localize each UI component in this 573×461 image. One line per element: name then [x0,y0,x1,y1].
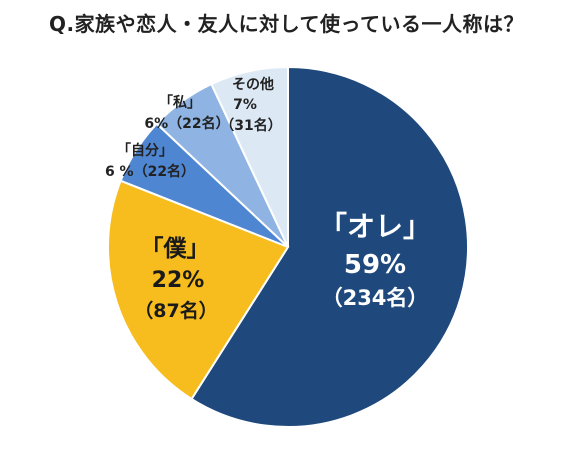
slice-label-watashi: 「私」 [159,94,201,111]
pie-slice-ore [190,65,469,428]
slice-percent-watashi: 6%（22名） [144,115,229,132]
slice-label-ore: 「オレ」 [319,210,431,243]
pie-slice-boku [107,179,290,401]
slice-label-jibun: 「自分」 [117,142,173,159]
pie-slice-other [210,65,289,248]
slice-label-other: その他 [232,76,274,93]
chart-title: Q.家族や恋人・友人に対して使っている一人称は？ [49,12,524,36]
slice-percent-boku: 22% [152,268,205,293]
slice-count-boku: （87名） [134,299,217,322]
slice-label-boku: 「僕」 [141,236,210,262]
slice-count-other: （31名） [220,117,281,134]
pie-slices [107,65,469,428]
slice-percent-other: 7% [233,97,257,113]
slice-percent-jibun: 6 %（22名） [105,163,195,180]
slice-count-ore: （234名） [322,286,429,310]
slice-percent-ore: 59% [344,250,406,280]
